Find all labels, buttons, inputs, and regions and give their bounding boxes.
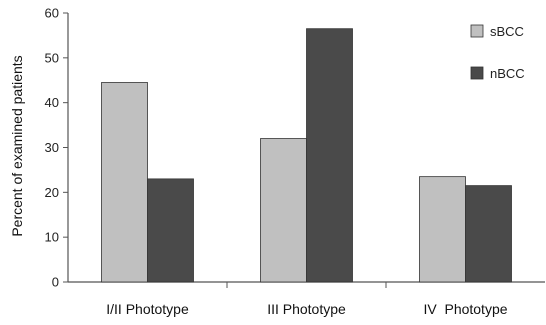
bar-nbcc — [465, 185, 512, 283]
bar-sbcc — [419, 176, 466, 283]
y-tick-label: 0 — [52, 275, 59, 290]
y-tick-label: 10 — [45, 230, 59, 245]
y-tick-label: 30 — [45, 140, 59, 155]
bar-nbcc — [306, 28, 353, 283]
bar-sbcc — [260, 138, 307, 283]
y-tick-label: 40 — [45, 95, 59, 110]
legend: sBCC nBCC — [470, 24, 525, 81]
legend-label: sBCC — [490, 24, 524, 39]
legend-swatch-nbcc — [470, 66, 484, 80]
category-label: III Phototype — [267, 301, 346, 317]
bar-nbcc — [147, 178, 194, 283]
category-label: IV Phototype — [423, 301, 507, 317]
y-tick-label: 50 — [45, 50, 59, 65]
y-tick-label: 20 — [45, 185, 59, 200]
bar-sbcc — [101, 82, 148, 283]
y-tick-label: 60 — [45, 6, 59, 21]
category-label: I/II Phototype — [106, 301, 189, 317]
bars — [101, 28, 512, 283]
legend-label: nBCC — [490, 66, 525, 81]
category-labels: I/II Phototype III Phototype IV Phototype — [106, 301, 507, 317]
legend-swatch-sbcc — [470, 24, 484, 38]
y-axis-title: Percent of examined patients — [9, 55, 25, 236]
